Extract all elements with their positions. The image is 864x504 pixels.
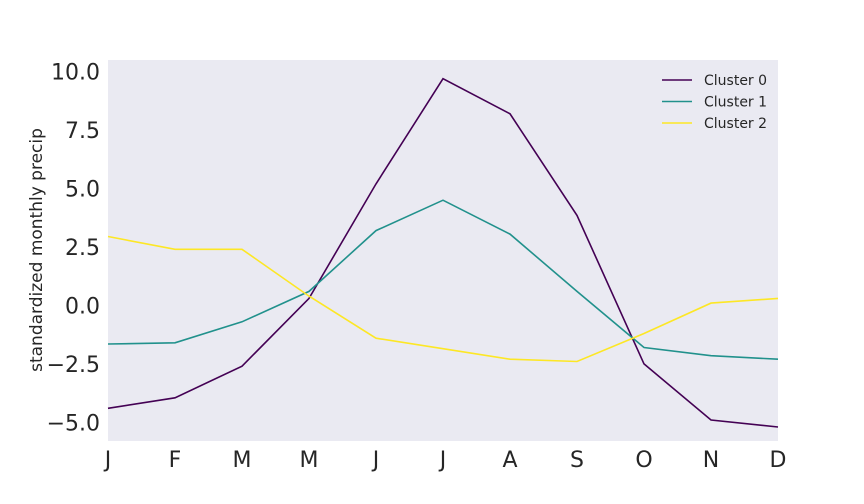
legend-label: Cluster 2 xyxy=(704,116,767,132)
series-line-cluster-2 xyxy=(107,235,779,363)
x-tick-label: J xyxy=(103,448,112,473)
y-tick-label: 5.0 xyxy=(65,178,100,203)
y-tick-label: −2.5 xyxy=(47,353,100,378)
y-tick-label: −5.0 xyxy=(47,411,100,436)
y-tick-label: 7.5 xyxy=(65,119,100,144)
plot-area xyxy=(108,60,778,441)
x-tick-label: M xyxy=(300,448,319,473)
x-tick-label: N xyxy=(703,448,719,473)
x-tick-label: S xyxy=(570,448,584,473)
x-tick-label: O xyxy=(635,448,652,473)
y-tick-label: 2.5 xyxy=(65,236,100,261)
x-tick-label: F xyxy=(169,448,182,473)
x-tick-label: J xyxy=(438,448,447,473)
legend-label: Cluster 1 xyxy=(704,95,767,111)
x-tick-label: D xyxy=(770,448,787,473)
y-tick-label: 0.0 xyxy=(65,294,100,319)
y-tick-label: 10.0 xyxy=(51,61,100,86)
x-tick-label: A xyxy=(502,448,517,473)
series-line-cluster-0 xyxy=(107,77,779,428)
legend: Cluster 0 Cluster 1 Cluster 2 xyxy=(662,73,767,132)
y-axis-label: standardized monthly precip xyxy=(27,128,47,372)
x-tick-label: J xyxy=(371,448,380,473)
legend-label: Cluster 0 xyxy=(704,73,767,89)
x-tick-label: M xyxy=(233,448,252,473)
series-line-cluster-1 xyxy=(107,199,779,360)
